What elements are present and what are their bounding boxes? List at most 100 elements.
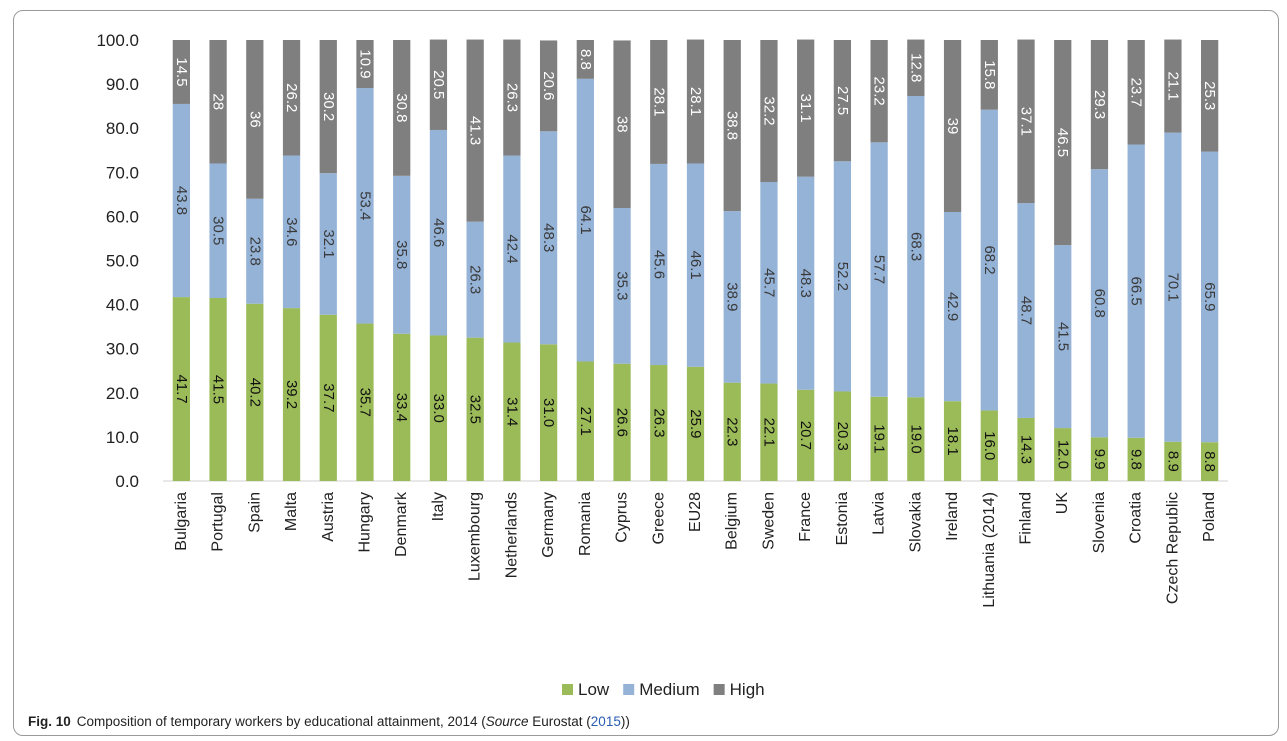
bar-segment-medium (760, 182, 778, 384)
y-tick-label: 100.0 (96, 31, 139, 50)
data-label-high: 14.5 (173, 57, 190, 86)
bar-segment-medium (980, 109, 998, 411)
legend-swatch-high (713, 684, 725, 695)
bar-segment-medium (1201, 151, 1219, 443)
bar-segment-medium (576, 78, 594, 362)
x-category-label: EU28 (687, 492, 704, 532)
bar-segment-medium (246, 198, 264, 304)
bar-segment-high (870, 40, 888, 143)
data-label-high: 23.7 (1128, 78, 1145, 107)
x-category-label: Netherlands (503, 492, 520, 578)
bar-segment-low (539, 344, 558, 481)
bar-segment-high (576, 40, 594, 79)
y-tick-label: 70.0 (106, 163, 139, 182)
data-label-medium: 30.5 (210, 216, 227, 245)
bar-segment-low (870, 396, 888, 481)
bar-segment-high (980, 40, 998, 110)
data-label-medium: 42.4 (503, 234, 520, 263)
bar-segment-medium (686, 163, 705, 367)
data-label-high: 25.3 (1201, 81, 1218, 110)
data-label-high: 20.5 (430, 70, 447, 99)
data-label-high: 26.2 (283, 83, 300, 112)
bar-segment-high (797, 39, 815, 177)
caption-citation-link[interactable]: 2015 (590, 714, 621, 729)
bar-segment-low (1017, 417, 1035, 481)
bar-segment-high (650, 40, 668, 164)
data-label-high: 27.5 (834, 86, 851, 115)
data-label-low: 35.7 (356, 388, 373, 417)
data-label-medium: 35.3 (614, 271, 631, 300)
x-category-label: Slovenia (1091, 492, 1108, 553)
data-label-low: 26.3 (650, 408, 667, 437)
data-label-medium: 45.6 (650, 250, 667, 279)
x-category-label: Latvia (871, 492, 888, 535)
data-label-medium: 66.5 (1128, 277, 1145, 306)
data-label-high: 31.1 (797, 94, 814, 123)
bar-segment-medium (613, 208, 631, 364)
caption-source-word: Source (485, 714, 529, 729)
data-label-high: 8.8 (577, 49, 594, 70)
data-label-high: 28.1 (687, 87, 704, 116)
data-label-high: 29.3 (1091, 90, 1108, 119)
data-label-low: 9.8 (1128, 449, 1145, 470)
data-label-medium: 32.1 (320, 229, 337, 258)
data-label-low: 16.0 (981, 431, 998, 460)
bar-segment-high (1201, 40, 1219, 152)
bar-segment-low (1090, 437, 1109, 481)
bar-segment-high (209, 40, 227, 164)
x-category-label: Croatia (1128, 492, 1145, 544)
data-label-high: 38 (614, 116, 631, 133)
bar-segment-high (833, 40, 852, 162)
caption-source-name: Eurostat ( (528, 714, 591, 729)
x-category-label: Czech Republic (1164, 492, 1181, 604)
bar-segment-high (1054, 40, 1072, 246)
bar-segment-high (503, 39, 521, 156)
bar-segment-high (246, 40, 264, 199)
x-category-label: Portugal (210, 492, 227, 552)
data-label-medium: 48.7 (1018, 296, 1035, 325)
data-label-medium: 35.8 (393, 240, 410, 269)
bar-segment-high (1017, 39, 1035, 204)
legend-label-low: Low (578, 680, 610, 699)
data-label-medium: 48.3 (540, 223, 557, 252)
y-tick-label: 30.0 (106, 340, 139, 359)
data-label-low: 40.2 (246, 378, 263, 407)
x-category-label: Sweden (760, 492, 777, 550)
bar-segment-low (797, 389, 815, 481)
bar-segment-medium (1054, 245, 1072, 429)
x-category-label: Germany (540, 492, 557, 558)
caption-closing: )) (620, 714, 630, 729)
x-category-label: Spain (246, 492, 263, 533)
data-label-medium: 45.7 (760, 268, 777, 297)
x-category-label: Austria (320, 492, 337, 542)
bar-segment-low (723, 382, 741, 481)
bar-segment-medium (650, 163, 668, 366)
data-label-low: 41.7 (173, 374, 190, 403)
x-category-label: Ireland (944, 492, 961, 541)
bar-segment-high (1090, 40, 1109, 170)
data-label-high: 30.8 (393, 93, 410, 122)
data-label-low: 25.9 (687, 409, 704, 438)
data-label-low: 12.0 (1054, 440, 1071, 469)
data-label-medium: 46.6 (430, 218, 447, 247)
bar-segment-low (1054, 428, 1072, 481)
bar-segment-high (466, 39, 484, 222)
bar-segment-low (576, 361, 594, 481)
x-category-label: Italy (430, 492, 447, 521)
legend-label-high: High (730, 680, 765, 699)
data-label-high: 28.1 (650, 87, 667, 116)
x-category-label: Slovakia (907, 492, 924, 553)
data-label-low: 33.0 (430, 394, 447, 423)
data-label-low: 18.1 (944, 426, 961, 455)
bar-segment-medium (356, 88, 374, 324)
bar-segment-medium (943, 211, 962, 402)
bar-segment-low (1127, 437, 1145, 481)
bar-segment-low (650, 365, 668, 481)
bar-segment-medium (172, 103, 190, 298)
bar-segment-low (1164, 441, 1182, 481)
data-label-low: 22.3 (724, 417, 741, 446)
data-label-medium: 43.8 (173, 186, 190, 215)
bar-segment-medium (319, 173, 337, 315)
bar-segment-high (356, 40, 374, 89)
x-category-label: Estonia (834, 492, 851, 545)
